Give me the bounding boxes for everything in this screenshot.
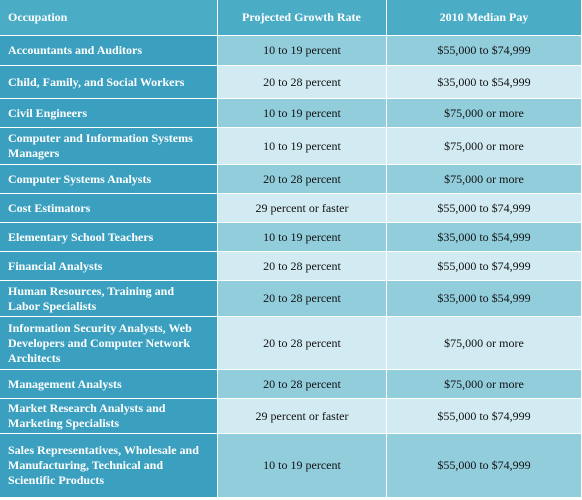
pay-cell: $35,000 to $54,999 [387, 223, 582, 252]
occupation-cell: Computer and Information Systems Manager… [0, 128, 218, 165]
table-row: Accountants and Auditors 10 to 19 percen… [0, 36, 582, 66]
growth-cell: 29 percent or faster [218, 399, 387, 434]
table-row: Human Resources, Training and Labor Spec… [0, 281, 582, 317]
occupation-cell: Elementary School Teachers [0, 223, 218, 252]
table-row: Sales Representatives, Wholesale and Man… [0, 434, 582, 498]
pay-cell: $75,000 or more [387, 99, 582, 128]
table-row: Financial Analysts 20 to 28 percent $55,… [0, 252, 582, 281]
growth-cell: 10 to 19 percent [218, 99, 387, 128]
growth-cell: 20 to 28 percent [218, 370, 387, 399]
pay-cell: $55,000 to $74,999 [387, 434, 582, 498]
growth-cell: 10 to 19 percent [218, 434, 387, 498]
growth-cell: 20 to 28 percent [218, 66, 387, 99]
growth-cell: 20 to 28 percent [218, 252, 387, 281]
occupation-cell: Child, Family, and Social Workers [0, 66, 218, 99]
table-row: Computer Systems Analysts 20 to 28 perce… [0, 165, 582, 194]
occupation-cell: Market Research Analysts and Marketing S… [0, 399, 218, 434]
table-row: Civil Engineers 10 to 19 percent $75,000… [0, 99, 582, 128]
table-row: Child, Family, and Social Workers 20 to … [0, 66, 582, 99]
header-row: Occupation Projected Growth Rate 2010 Me… [0, 0, 582, 36]
occupation-cell: Sales Representatives, Wholesale and Man… [0, 434, 218, 498]
occupation-cell: Financial Analysts [0, 252, 218, 281]
growth-cell: 10 to 19 percent [218, 223, 387, 252]
occupation-cell: Computer Systems Analysts [0, 165, 218, 194]
growth-cell: 10 to 19 percent [218, 36, 387, 66]
occupation-cell: Civil Engineers [0, 99, 218, 128]
pay-cell: $75,000 or more [387, 317, 582, 370]
occupation-cell: Accountants and Auditors [0, 36, 218, 66]
pay-cell: $55,000 to $74,999 [387, 252, 582, 281]
table-row: Elementary School Teachers 10 to 19 perc… [0, 223, 582, 252]
table-row: Management Analysts 20 to 28 percent $75… [0, 370, 582, 399]
growth-cell: 20 to 28 percent [218, 317, 387, 370]
table-row: Cost Estimators 29 percent or faster $55… [0, 194, 582, 223]
growth-cell: 20 to 28 percent [218, 281, 387, 317]
occupation-cell: Management Analysts [0, 370, 218, 399]
table-row: Market Research Analysts and Marketing S… [0, 399, 582, 434]
pay-cell: $55,000 to $74,999 [387, 194, 582, 223]
pay-cell: $75,000 or more [387, 128, 582, 165]
pay-cell: $55,000 to $74,999 [387, 399, 582, 434]
header-occupation: Occupation [0, 0, 218, 36]
header-growth: Projected Growth Rate [218, 0, 387, 36]
occupation-cell: Human Resources, Training and Labor Spec… [0, 281, 218, 317]
growth-cell: 20 to 28 percent [218, 165, 387, 194]
pay-cell: $35,000 to $54,999 [387, 66, 582, 99]
pay-cell: $75,000 or more [387, 165, 582, 194]
occupation-cell: Information Security Analysts, Web Devel… [0, 317, 218, 370]
table-row: Computer and Information Systems Manager… [0, 128, 582, 165]
pay-cell: $35,000 to $54,999 [387, 281, 582, 317]
occupation-cell: Cost Estimators [0, 194, 218, 223]
growth-cell: 29 percent or faster [218, 194, 387, 223]
table-row: Information Security Analysts, Web Devel… [0, 317, 582, 370]
header-pay: 2010 Median Pay [387, 0, 582, 36]
pay-cell: $75,000 or more [387, 370, 582, 399]
pay-cell: $55,000 to $74,999 [387, 36, 582, 66]
growth-cell: 10 to 19 percent [218, 128, 387, 165]
